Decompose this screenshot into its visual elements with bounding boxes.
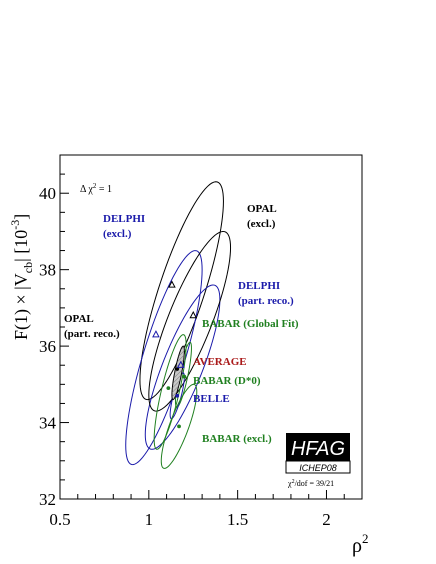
label-belle: BELLE xyxy=(193,393,230,405)
label-babar-excl: BABAR (excl.) xyxy=(202,433,272,445)
axes-layer: 0.5 1 1.5 2 32 34 36 38 40 xyxy=(39,154,363,529)
label-babar-global-fit: BABAR (Global Fit) xyxy=(202,318,299,330)
y-tick-label: 40 xyxy=(39,184,56,203)
contour-average-hatch xyxy=(171,346,185,400)
x-tick-label: 1 xyxy=(145,510,154,529)
chi2-dof-label: χ2/dof = 39/21 xyxy=(287,479,334,488)
point-average xyxy=(175,367,180,371)
y-axis-title: F(1) × |Vcb| [10-3] xyxy=(8,214,35,340)
point-opal-excl xyxy=(168,280,176,288)
point-delphi-excl xyxy=(152,330,160,338)
y-tick-label: 32 xyxy=(39,490,56,509)
y-tick-label: 38 xyxy=(39,261,56,280)
contour-babar-excl xyxy=(160,383,198,469)
point-babar-d-0 xyxy=(166,386,171,391)
point-delphi-part-reco xyxy=(176,360,185,368)
label-average: AVERAGE xyxy=(193,356,247,368)
x-tick-label: 0.5 xyxy=(49,510,70,529)
logo-subtitle: ICHEP08 xyxy=(299,463,337,473)
x-tick-label: 1.5 xyxy=(227,510,248,529)
label-delphi-excl: DELPHI (excl.) xyxy=(103,213,145,240)
contour-delphi-part-reco xyxy=(144,284,221,450)
y-tick-label: 34 xyxy=(39,414,57,433)
x-tick-label: 2 xyxy=(322,510,331,529)
x-axis-title: ρ2 xyxy=(352,531,368,557)
contour-babar-global-fit xyxy=(174,341,192,408)
contour-opal-part-reco xyxy=(148,230,232,412)
label-layer: OPAL (excl.) DELPHI (excl.) DELPHI (part. rec… xyxy=(64,203,299,445)
point-babar-global-fit xyxy=(182,374,187,379)
contour-opal-excl xyxy=(139,181,224,401)
label-opal-part-reco: OPAL (part. reco.) xyxy=(64,313,120,340)
label-opal-excl: OPAL (excl.) xyxy=(247,203,277,230)
hfag-logo: HFAG ICHEP08 xyxy=(285,433,351,474)
label-babar-d-0: BABAR (D*0) xyxy=(193,375,261,387)
delta-chi2-label: Δ χ2 = 1 xyxy=(80,182,112,195)
point-babar-excl xyxy=(177,424,181,429)
point-opal-part-reco xyxy=(189,310,198,319)
average-layer xyxy=(171,345,185,401)
logo-title: HFAG xyxy=(291,438,345,460)
point-belle xyxy=(175,393,180,398)
label-delphi-part-reco: DELPHI (part. reco.) xyxy=(238,280,294,307)
y-tick-label: 36 xyxy=(39,337,56,356)
marker-layer xyxy=(152,280,198,429)
